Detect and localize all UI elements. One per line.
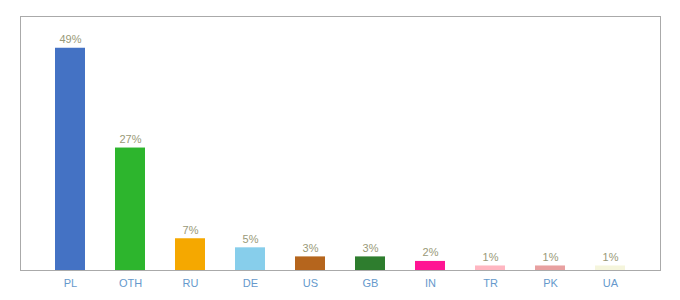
svg-text:1%: 1% — [483, 251, 499, 263]
svg-text:27%: 27% — [119, 133, 141, 145]
svg-text:1%: 1% — [543, 251, 559, 263]
svg-text:RU: RU — [183, 277, 199, 289]
svg-text:1%: 1% — [603, 251, 619, 263]
svg-text:PK: PK — [543, 277, 558, 289]
svg-text:5%: 5% — [243, 233, 259, 245]
svg-text:UA: UA — [603, 277, 619, 289]
svg-text:3%: 3% — [363, 242, 379, 254]
svg-text:2%: 2% — [423, 246, 439, 258]
svg-text:3%: 3% — [303, 242, 319, 254]
svg-text:DE: DE — [243, 277, 258, 289]
svg-text:49%: 49% — [59, 33, 81, 45]
svg-text:7%: 7% — [183, 224, 199, 236]
svg-text:OTH: OTH — [119, 277, 142, 289]
svg-text:PL: PL — [64, 277, 77, 289]
svg-text:TR: TR — [483, 277, 498, 289]
svg-text:US: US — [303, 277, 318, 289]
svg-text:GB: GB — [363, 277, 379, 289]
svg-text:IN: IN — [425, 277, 436, 289]
